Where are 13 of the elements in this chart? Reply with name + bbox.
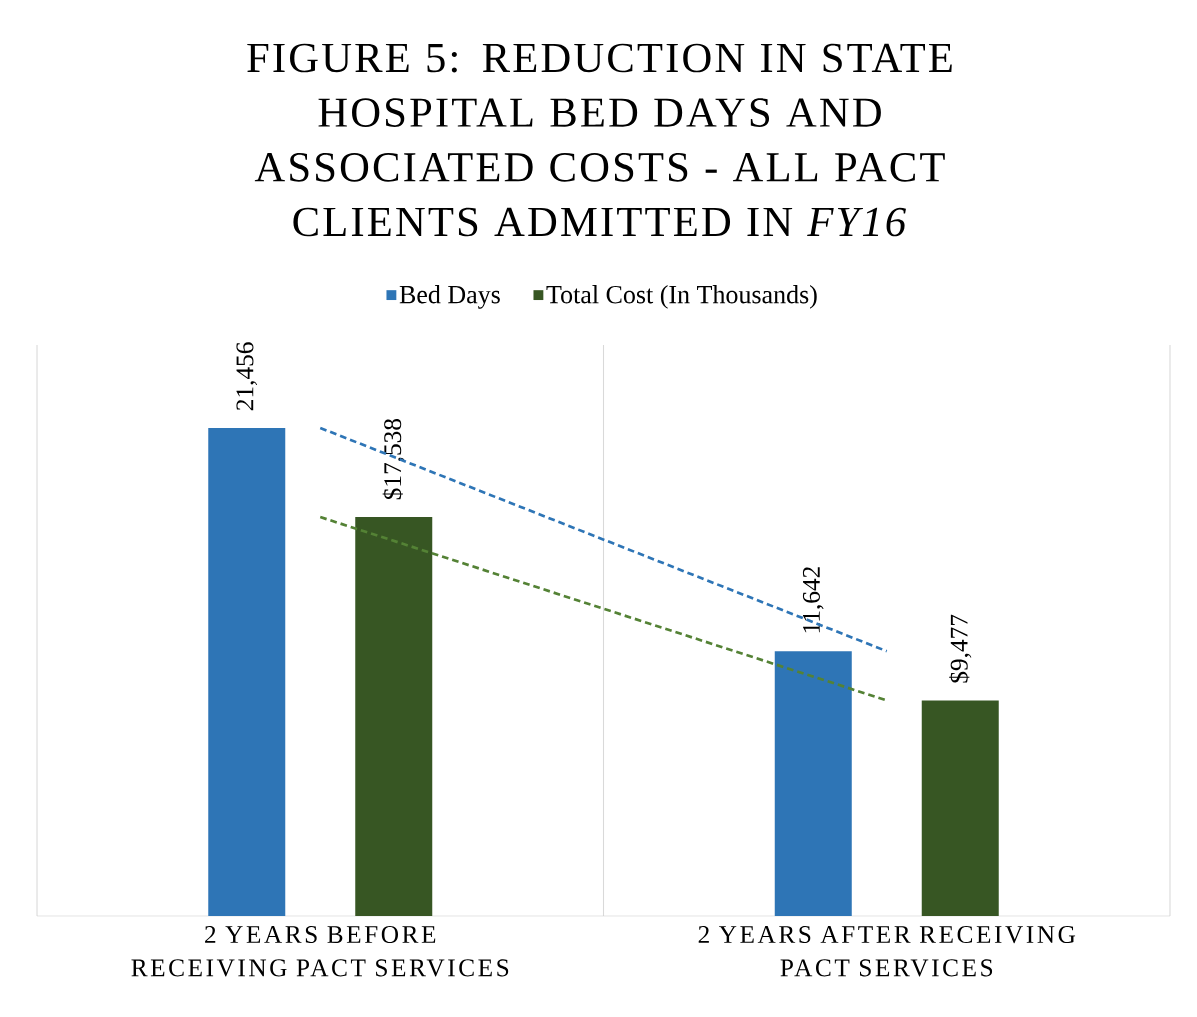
bar — [208, 427, 286, 916]
data-label: $9,477 — [949, 614, 972, 683]
x-tick-label: 2 YEARS AFTER RECEIVING PACT SERVICES — [698, 926, 1076, 977]
data-label: 11,642 — [802, 567, 824, 633]
data-label: $17,538 — [382, 419, 405, 500]
legend-label: Total Cost (In Thousands) — [546, 285, 817, 309]
legend-label: Bed Days — [399, 285, 500, 309]
bar — [774, 651, 852, 916]
data-label: 21,456 — [236, 342, 258, 411]
bar — [921, 700, 999, 916]
x-tick-label: 2 YEARS BEFORE RECEIVING PACT SERVICES — [131, 926, 509, 977]
bar — [355, 517, 433, 916]
chart-title: FIGURE 5: REDUCTION IN STATE HOSPITAL BED DAYS AND ASSOCIATED COSTS - ALL PACT CLIENTS ADMITTED IN FY16 — [247, 43, 952, 237]
